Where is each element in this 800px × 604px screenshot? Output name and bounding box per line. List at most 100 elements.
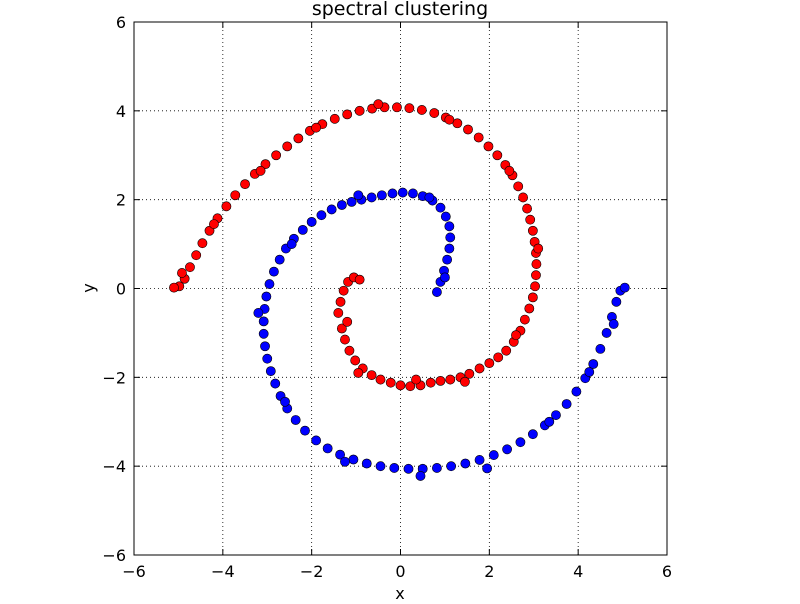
data-point bbox=[444, 114, 455, 125]
x-tick-label: −2 bbox=[300, 562, 324, 581]
data-point bbox=[350, 355, 361, 366]
data-point bbox=[611, 296, 622, 307]
data-point bbox=[484, 358, 495, 369]
data-point bbox=[415, 471, 426, 481]
data-point bbox=[483, 141, 494, 152]
data-point bbox=[493, 352, 504, 363]
data-point bbox=[375, 461, 386, 472]
data-point bbox=[445, 232, 456, 243]
data-point bbox=[405, 381, 416, 392]
data-point bbox=[185, 262, 195, 273]
data-point bbox=[518, 192, 528, 203]
data-point bbox=[527, 292, 538, 303]
data-point bbox=[435, 375, 446, 386]
data-point bbox=[286, 239, 297, 249]
data-point bbox=[473, 132, 484, 143]
data-point bbox=[424, 192, 435, 203]
data-point bbox=[442, 254, 453, 265]
data-point bbox=[177, 268, 187, 278]
data-point bbox=[411, 374, 421, 385]
data-point bbox=[435, 202, 446, 213]
data-point bbox=[260, 341, 270, 352]
data-point bbox=[280, 396, 290, 407]
data-point bbox=[513, 181, 524, 192]
x-axis-label: x bbox=[395, 584, 404, 600]
data-point bbox=[527, 429, 538, 440]
data-point bbox=[344, 345, 355, 356]
data-point bbox=[531, 270, 541, 281]
data-points bbox=[169, 99, 630, 481]
series-red bbox=[169, 99, 544, 392]
data-point bbox=[460, 458, 471, 469]
data-point bbox=[524, 303, 535, 314]
data-point bbox=[389, 463, 400, 473]
data-point bbox=[432, 287, 442, 297]
x-tick-label: 6 bbox=[662, 562, 672, 581]
data-point bbox=[361, 458, 372, 469]
data-point bbox=[404, 103, 415, 114]
data-point bbox=[346, 196, 357, 207]
data-point bbox=[440, 272, 450, 283]
data-point bbox=[519, 314, 530, 325]
data-point bbox=[271, 150, 282, 161]
data-point bbox=[290, 415, 301, 425]
data-point bbox=[297, 224, 308, 235]
data-point bbox=[619, 282, 630, 293]
data-point bbox=[608, 319, 619, 329]
data-point bbox=[375, 374, 386, 385]
data-point bbox=[300, 425, 310, 436]
data-point bbox=[240, 179, 250, 190]
data-point bbox=[429, 108, 440, 118]
data-point bbox=[444, 221, 455, 232]
data-point bbox=[169, 282, 179, 293]
y-tick-label: −6 bbox=[102, 546, 126, 565]
data-point bbox=[460, 376, 470, 387]
chart-title: spectral clustering bbox=[312, 0, 488, 20]
data-point bbox=[387, 188, 398, 199]
data-point bbox=[525, 214, 536, 225]
data-point bbox=[316, 210, 327, 221]
data-point bbox=[230, 190, 241, 201]
data-point bbox=[258, 328, 269, 339]
data-point bbox=[408, 188, 418, 199]
x-tick-label: 0 bbox=[395, 562, 405, 581]
x-tick-label: 4 bbox=[573, 562, 583, 581]
data-point bbox=[335, 449, 345, 460]
data-point bbox=[311, 122, 322, 133]
x-tick-label: 2 bbox=[484, 562, 494, 581]
data-point bbox=[595, 344, 606, 354]
data-point bbox=[261, 291, 272, 302]
data-point bbox=[270, 378, 281, 389]
data-point bbox=[385, 377, 396, 388]
data-point bbox=[464, 368, 475, 379]
data-point bbox=[463, 124, 473, 135]
data-point bbox=[588, 359, 599, 369]
data-point bbox=[338, 285, 349, 296]
data-point bbox=[348, 454, 359, 465]
y-axis-label: y bbox=[79, 283, 98, 292]
data-point bbox=[530, 281, 540, 292]
data-point bbox=[260, 159, 271, 170]
data-point bbox=[440, 211, 451, 222]
data-point bbox=[502, 444, 512, 455]
data-point bbox=[253, 308, 264, 318]
data-point bbox=[293, 133, 304, 144]
x-tick-label: −4 bbox=[211, 562, 235, 581]
data-point bbox=[274, 254, 285, 265]
data-point bbox=[445, 374, 456, 385]
data-point bbox=[551, 410, 561, 420]
data-point bbox=[392, 102, 402, 113]
data-point bbox=[416, 105, 427, 115]
data-point bbox=[353, 190, 364, 201]
data-point bbox=[601, 328, 612, 338]
data-point bbox=[501, 345, 512, 356]
data-point bbox=[403, 463, 414, 474]
data-point bbox=[209, 219, 219, 229]
data-point bbox=[353, 367, 364, 378]
data-point bbox=[544, 416, 555, 427]
data-point bbox=[265, 366, 276, 377]
data-point bbox=[342, 109, 353, 120]
data-point bbox=[376, 190, 387, 201]
data-point bbox=[282, 141, 293, 152]
